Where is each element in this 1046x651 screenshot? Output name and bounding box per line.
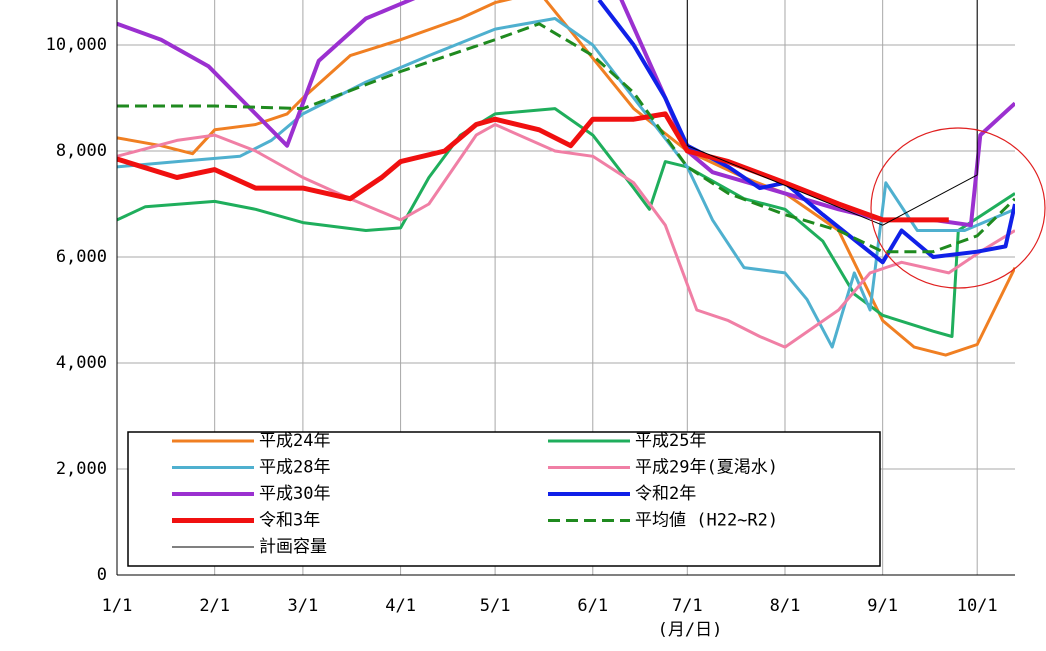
legend-label: 平成30年: [259, 484, 330, 504]
series-line: [597, 0, 1015, 265]
series-line: [117, 107, 1015, 338]
y-tick-label: 10,000: [46, 35, 107, 55]
x-tick-label: 4/1: [385, 596, 416, 616]
x-tick-label: 1/1: [102, 596, 133, 616]
y-tick-label: 2,000: [56, 459, 107, 479]
series-line: [117, 17, 1015, 349]
y-tick-label: 8,000: [56, 141, 107, 161]
legend-label: 平成24年: [259, 431, 330, 451]
x-tick-label: 5/1: [480, 596, 511, 616]
x-tick-label: 9/1: [867, 596, 898, 616]
series-line: [117, 22, 1015, 254]
series-line: [117, 111, 949, 223]
y-tick-label: 0: [97, 565, 107, 585]
legend-label: 令和2年: [635, 484, 696, 504]
legend-label: 平成28年: [259, 458, 330, 478]
x-tick-label: 6/1: [577, 596, 608, 616]
x-axis-unit: (月/日): [658, 620, 723, 640]
x-tick-label: 3/1: [288, 596, 319, 616]
y-tick-label: 6,000: [56, 247, 107, 267]
y-tick-label: 4,000: [56, 353, 107, 373]
series-line: [117, 123, 1015, 349]
x-tick-label: 8/1: [770, 596, 801, 616]
legend-label: 令和3年: [259, 511, 320, 531]
x-tick-label: 2/1: [199, 596, 230, 616]
x-tick-label: 10/1: [957, 596, 998, 616]
x-tick-label: 7/1: [672, 596, 703, 616]
legend-label: 平成25年: [635, 431, 706, 451]
series-line: [117, 0, 1015, 357]
legend-label: 平均値 (H22~R2): [635, 511, 778, 531]
series-line: [117, 0, 1015, 228]
legend-box: [127, 431, 881, 567]
legend-label: 平成29年(夏渇水): [635, 458, 778, 478]
legend-label: 計画容量: [259, 537, 327, 557]
plot-area: [117, 0, 1015, 357]
annotation-circle: [870, 127, 1046, 289]
series-line: [686, 0, 978, 226]
